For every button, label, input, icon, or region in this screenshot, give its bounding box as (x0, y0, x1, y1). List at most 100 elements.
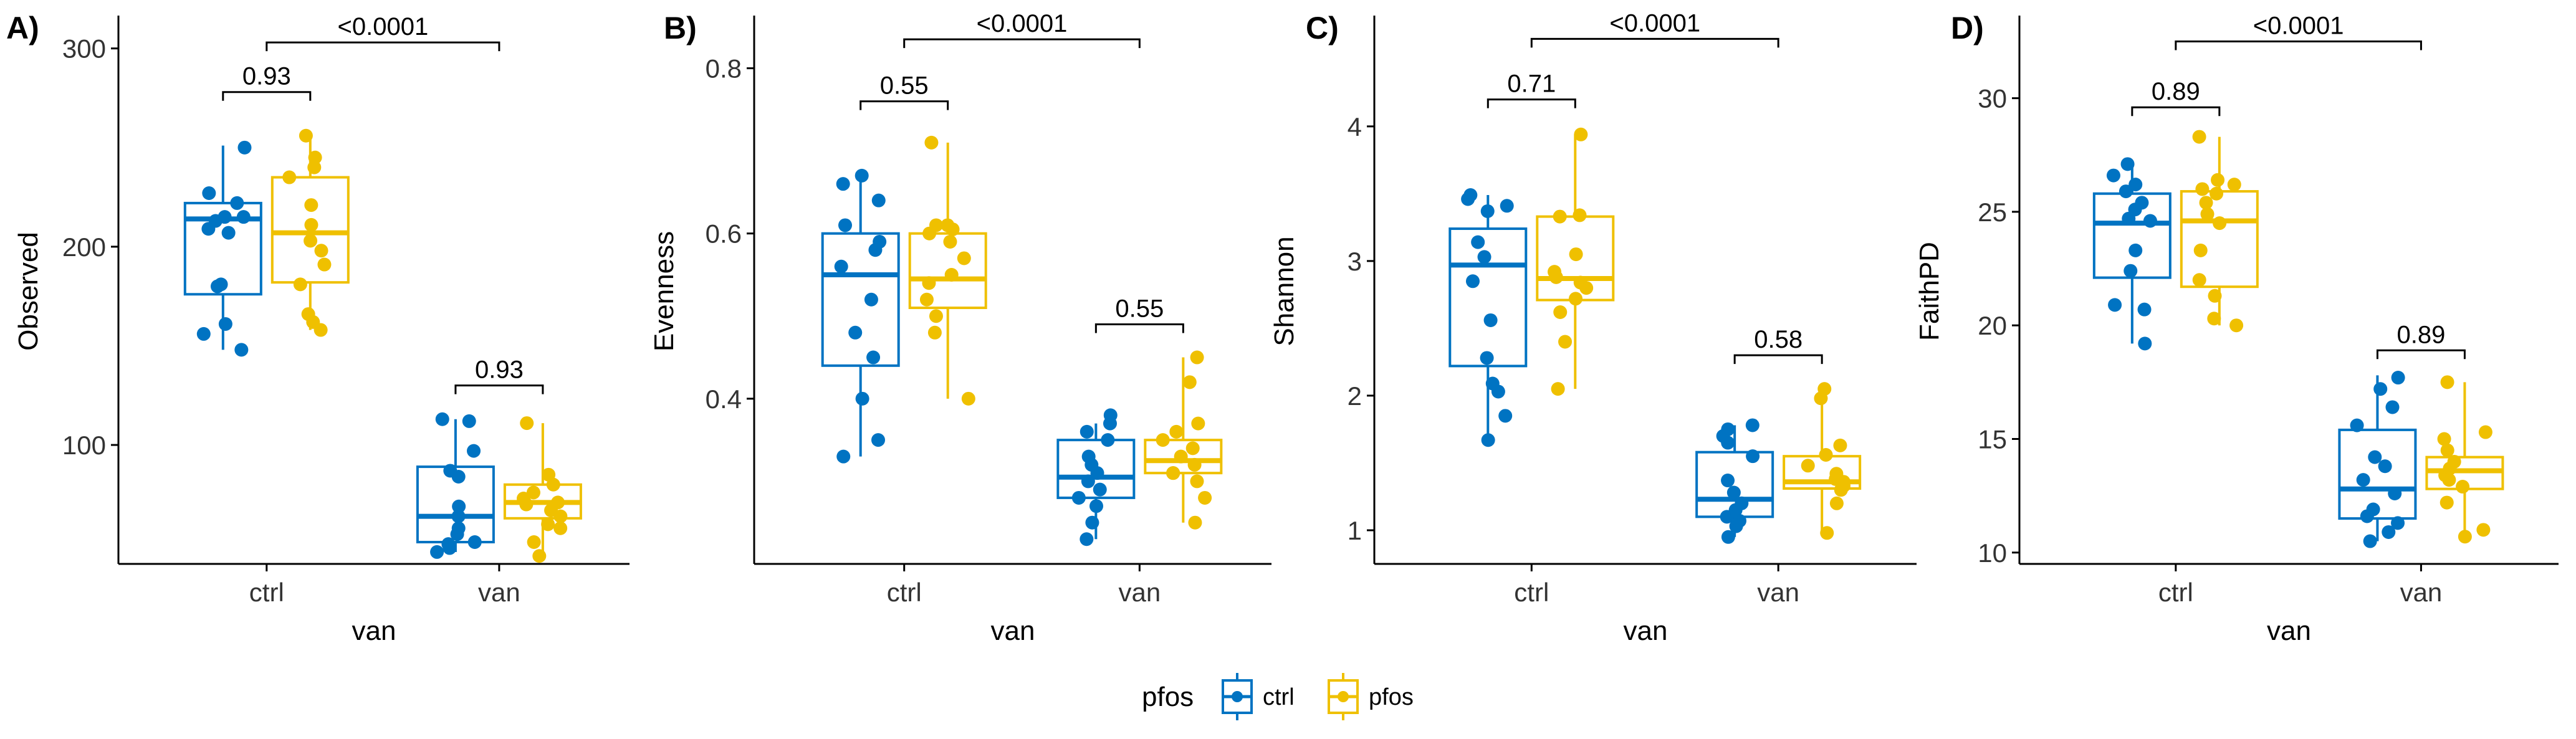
data-point (1156, 433, 1170, 447)
data-point (308, 150, 322, 164)
data-point (1191, 416, 1205, 431)
data-point (218, 210, 232, 224)
significance-bracket: 0.55 (1094, 295, 1184, 333)
y-tick-label: 0.6 (706, 219, 742, 249)
x-tick-label: ctrl (2158, 578, 2193, 607)
data-point (2229, 318, 2244, 333)
data-point (2456, 480, 2470, 494)
y-axis-title: FaithPD (1914, 242, 1945, 341)
data-point (1498, 409, 1513, 423)
p-value-label: 0.58 (1754, 326, 1803, 353)
significance-bracket: <0.0001 (1530, 9, 1779, 48)
data-point (834, 259, 848, 274)
data-point (1721, 422, 1735, 436)
box (2338, 428, 2417, 520)
p-value-label: 0.55 (1115, 295, 1164, 323)
box (821, 232, 900, 367)
bracket-line (859, 100, 949, 110)
data-point (1485, 376, 1500, 391)
box-group-van-ctrl (1695, 418, 1774, 544)
data-point (1481, 433, 1495, 447)
bracket-line (1733, 354, 1823, 365)
data-point (2199, 196, 2213, 210)
data-point (1169, 424, 1184, 439)
x-tick-label: van (1118, 578, 1161, 607)
data-point (1735, 496, 1749, 510)
data-point (1477, 250, 1491, 264)
data-point (1089, 499, 1104, 513)
data-point (1553, 209, 1567, 224)
data-point (1551, 382, 1565, 396)
bracket-line (1530, 37, 1779, 48)
data-point (1817, 382, 1832, 396)
data-point (304, 198, 318, 212)
data-point (2120, 157, 2135, 171)
data-point (929, 218, 943, 232)
data-point (1103, 408, 1118, 422)
legend-key-ctrl: ctrl (1222, 673, 1295, 720)
y-tick-label: 300 (62, 34, 106, 64)
data-point (2437, 432, 2451, 446)
bracket-line (1094, 323, 1184, 333)
bracket-line (2376, 349, 2466, 360)
data-point (2128, 178, 2143, 192)
data-point (1801, 459, 1815, 473)
data-point (2391, 371, 2405, 385)
data-point (1166, 466, 1180, 480)
y-tick-label: 25 (1978, 198, 2007, 227)
data-point (2200, 207, 2214, 221)
data-point (1483, 313, 1498, 327)
box-group-ctrl-ctrl (821, 168, 900, 464)
p-value-label: <0.0001 (2253, 12, 2344, 39)
box-group-van-pfos (1144, 350, 1223, 530)
data-point (848, 325, 863, 340)
y-tick-label: 10 (1978, 538, 2007, 568)
y-tick-label: 3 (1348, 247, 1362, 276)
x-tick-label: van (1757, 578, 1799, 607)
x-axis-title: van (2267, 616, 2311, 646)
data-point (202, 186, 216, 200)
x-tick-label: ctrl (249, 578, 284, 607)
data-point (1746, 449, 1760, 464)
panel-3: D) 10 15 20 25 30 ctrl van van FaithPD 0.89 0.89 <0.… (1914, 11, 2559, 646)
data-point (855, 391, 869, 406)
data-point (1463, 188, 1478, 203)
data-point (2213, 216, 2227, 231)
data-point (2363, 534, 2377, 548)
data-point (1093, 482, 1107, 497)
x-axis-title: van (1624, 616, 1668, 646)
y-tick-label: 30 (1978, 84, 2007, 113)
legend-key-pfos: pfos (1328, 673, 1414, 720)
panel-label: D) (1951, 11, 1984, 45)
box-group-ctrl-pfos (2180, 130, 2259, 333)
data-point (1569, 292, 1583, 306)
data-point (2119, 184, 2133, 199)
bracket-line (903, 38, 1141, 49)
data-point (435, 412, 449, 426)
data-point (221, 226, 236, 240)
p-value-label: 0.71 (1507, 70, 1556, 98)
y-tick-label: 1 (1348, 516, 1362, 545)
data-point (1558, 335, 1573, 349)
data-point (451, 521, 466, 535)
box-group-ctrl-pfos (1536, 127, 1615, 396)
bracket-line (454, 384, 544, 394)
x-tick-label: ctrl (1514, 578, 1549, 607)
box-group-van-pfos (2425, 375, 2504, 544)
data-point (2458, 530, 2472, 544)
data-point (957, 251, 971, 265)
p-value-label: 0.89 (2396, 321, 2445, 348)
data-point (553, 521, 568, 535)
data-point (301, 307, 315, 322)
data-point (237, 140, 252, 155)
data-point (1721, 474, 1735, 488)
data-point (1182, 375, 1197, 389)
x-tick-label: van (2400, 578, 2443, 607)
data-point (2391, 516, 2405, 530)
data-point (1188, 515, 1202, 530)
data-point (2382, 525, 2396, 539)
box-group-van-pfos (1783, 382, 1862, 540)
data-point (430, 545, 444, 559)
y-axis-title: Shannon (1269, 236, 1300, 346)
